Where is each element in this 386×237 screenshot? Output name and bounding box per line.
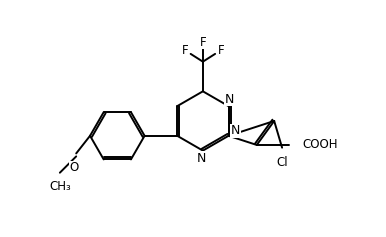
Text: O: O: [69, 161, 79, 174]
Text: N: N: [197, 152, 207, 165]
Text: N: N: [231, 124, 240, 137]
Text: F: F: [200, 36, 206, 49]
Text: N: N: [225, 93, 234, 106]
Text: F: F: [218, 44, 224, 57]
Text: CH₃: CH₃: [49, 180, 71, 193]
Text: Cl: Cl: [276, 155, 288, 169]
Text: COOH: COOH: [302, 138, 338, 151]
Text: F: F: [181, 44, 188, 57]
